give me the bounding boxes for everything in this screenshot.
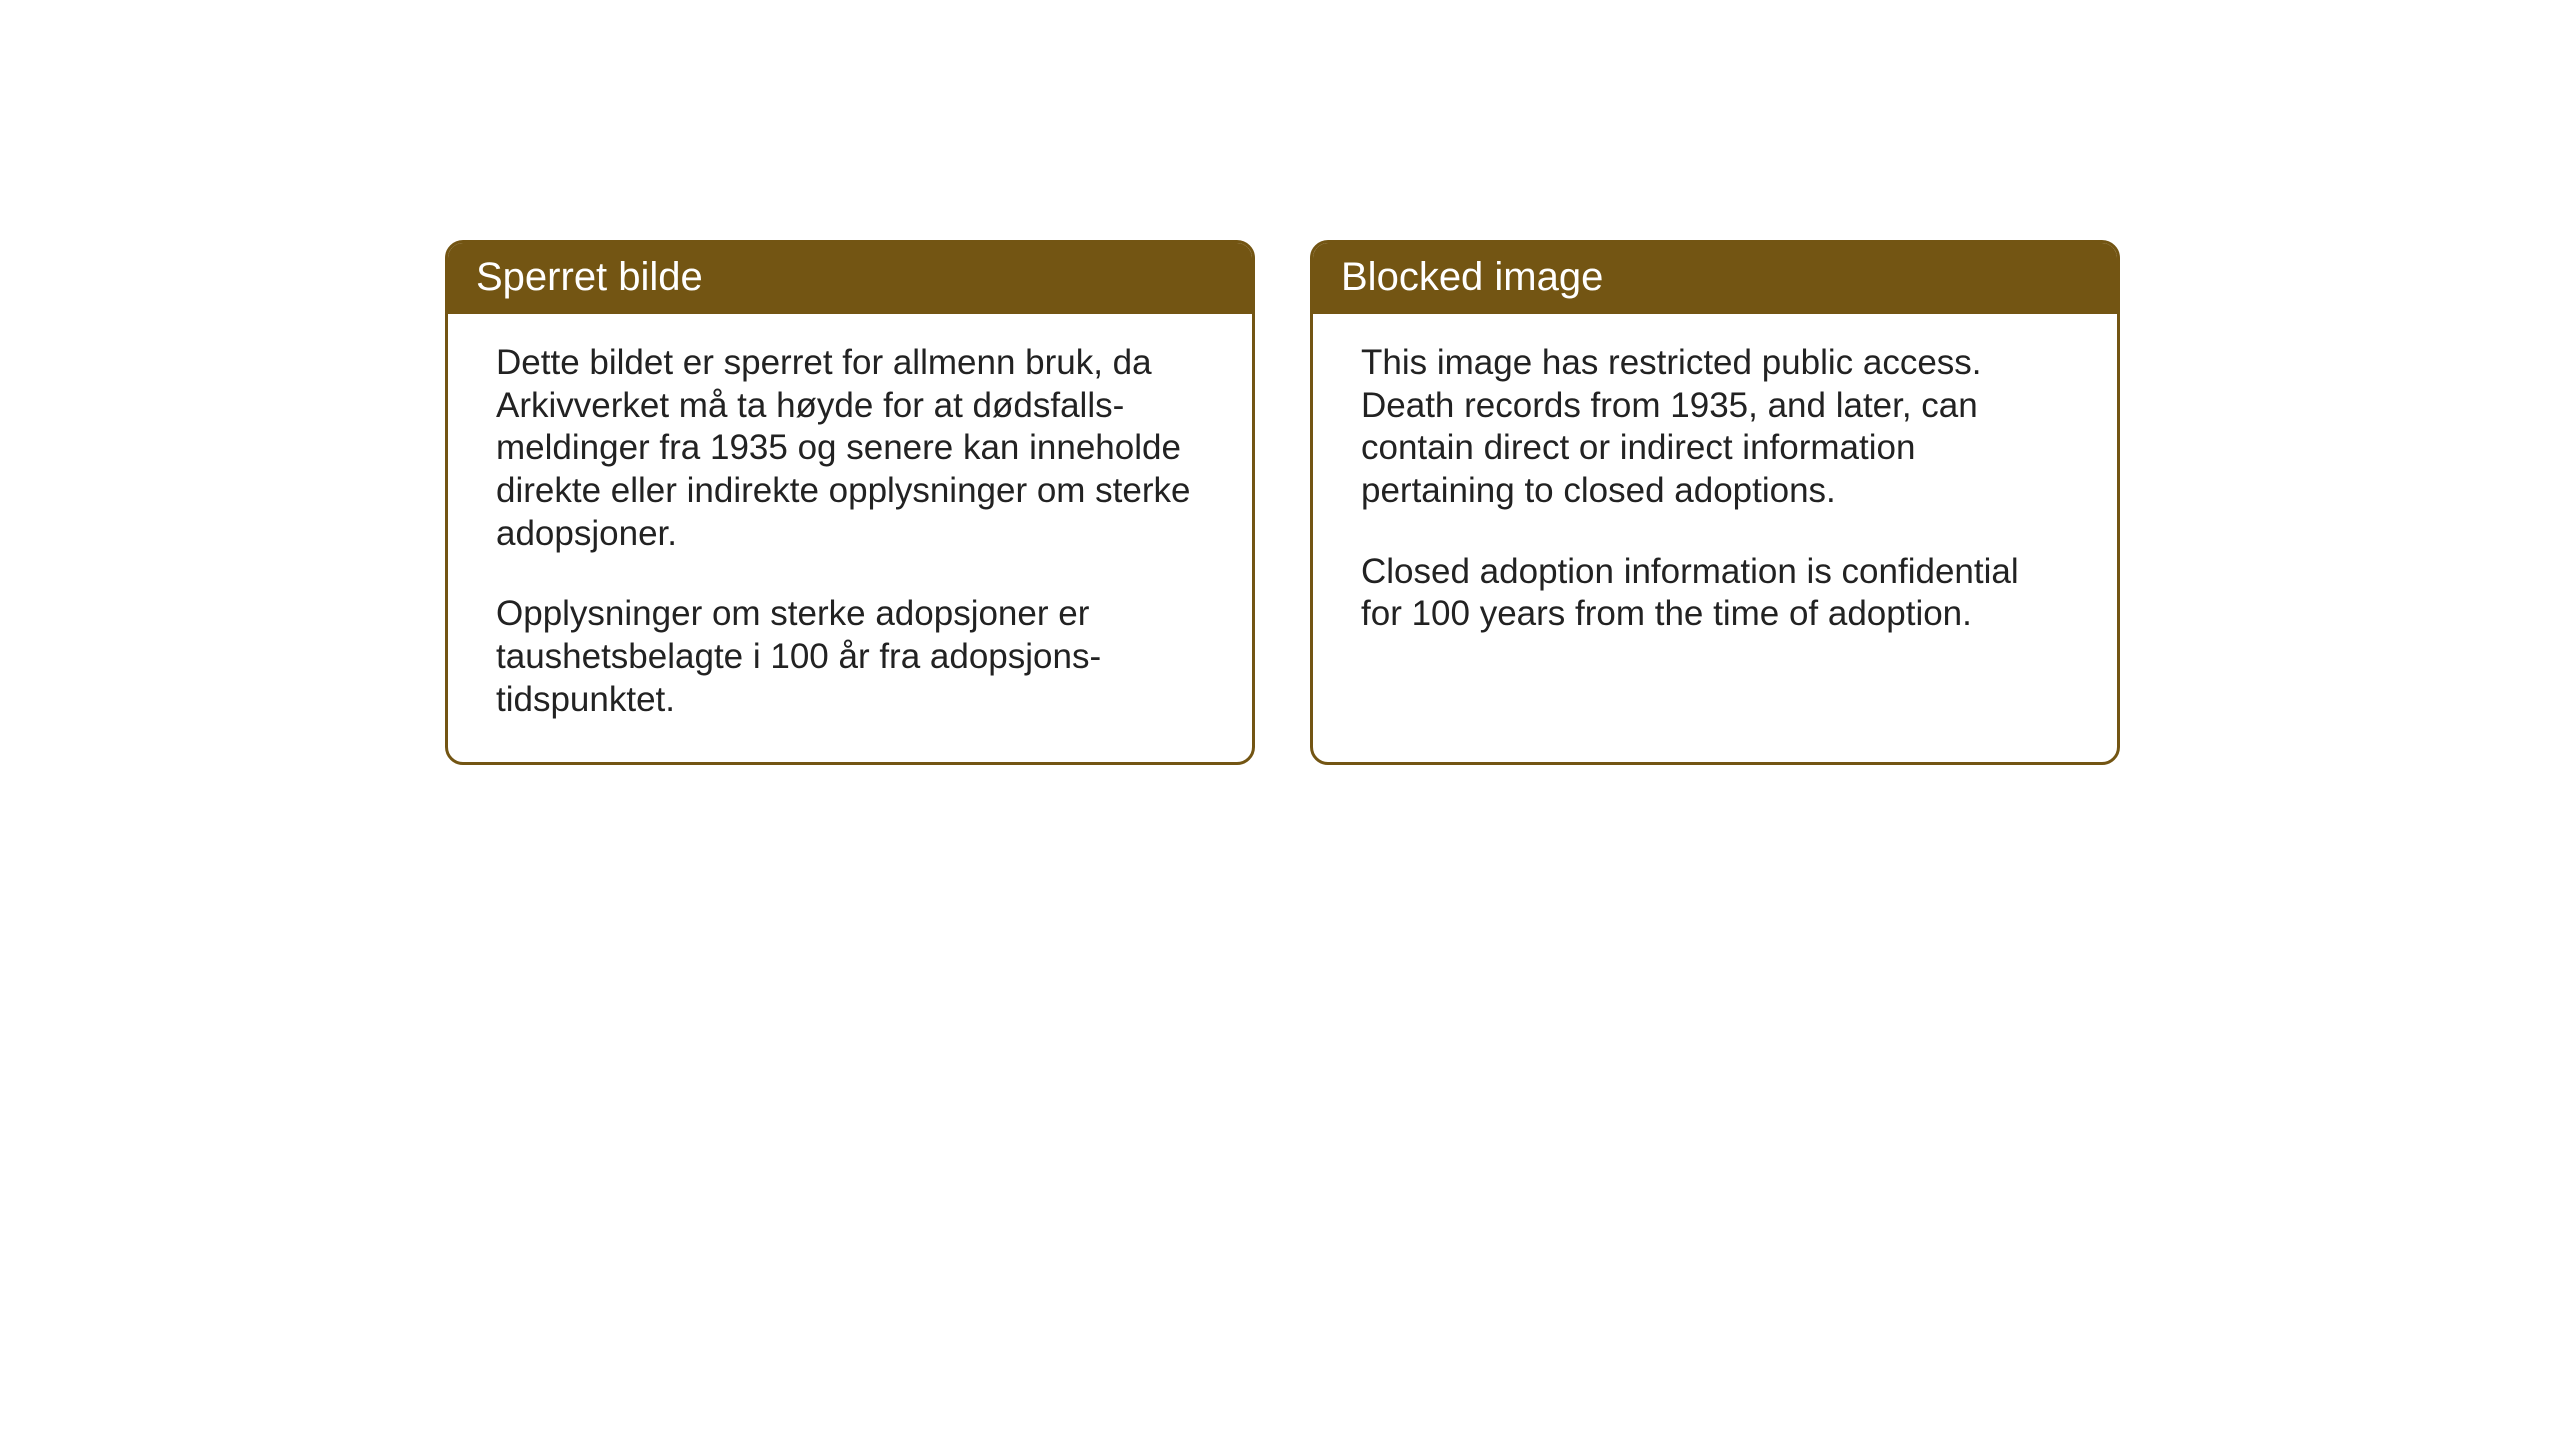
norwegian-notice-card: Sperret bilde Dette bildet er sperret fo… bbox=[445, 240, 1255, 765]
norwegian-card-title: Sperret bilde bbox=[448, 243, 1252, 314]
english-card-body: This image has restricted public access.… bbox=[1313, 314, 2117, 744]
norwegian-paragraph-1: Dette bildet er sperret for allmenn bruk… bbox=[496, 342, 1204, 555]
norwegian-paragraph-2: Opplysninger om sterke adopsjoner er tau… bbox=[496, 593, 1204, 721]
english-paragraph-1: This image has restricted public access.… bbox=[1361, 342, 2069, 513]
norwegian-card-body: Dette bildet er sperret for allmenn bruk… bbox=[448, 314, 1252, 762]
english-card-title: Blocked image bbox=[1313, 243, 2117, 314]
english-paragraph-2: Closed adoption information is confident… bbox=[1361, 551, 2069, 636]
english-notice-card: Blocked image This image has restricted … bbox=[1310, 240, 2120, 765]
notice-cards-container: Sperret bilde Dette bildet er sperret fo… bbox=[445, 240, 2120, 765]
